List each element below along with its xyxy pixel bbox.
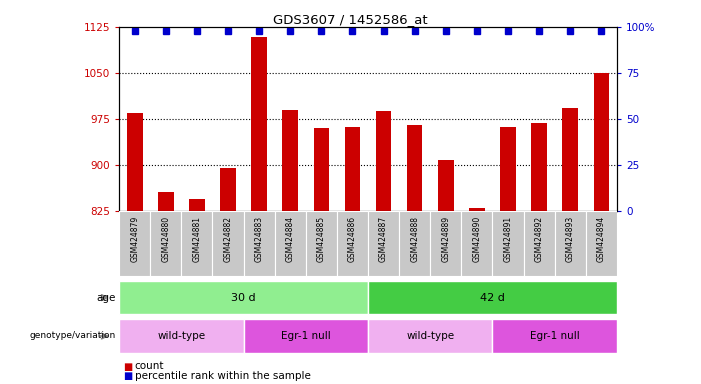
- Bar: [306, 211, 337, 276]
- Bar: [345, 127, 360, 211]
- Text: Egr-1 null: Egr-1 null: [530, 331, 580, 341]
- Bar: [407, 125, 423, 211]
- Bar: [562, 108, 578, 211]
- Text: GDS3607 / 1452586_at: GDS3607 / 1452586_at: [273, 13, 428, 26]
- Text: GSM424892: GSM424892: [535, 216, 543, 262]
- Bar: [212, 211, 244, 276]
- Text: GSM424893: GSM424893: [566, 216, 575, 262]
- Text: GSM424884: GSM424884: [286, 216, 294, 262]
- Text: GSM424883: GSM424883: [254, 216, 264, 262]
- Bar: [220, 168, 236, 211]
- Text: ■: ■: [123, 371, 132, 381]
- Bar: [399, 211, 430, 276]
- Bar: [337, 211, 368, 276]
- Text: ■: ■: [123, 362, 132, 372]
- Bar: [313, 128, 329, 211]
- Text: GSM424894: GSM424894: [597, 216, 606, 262]
- Bar: [189, 199, 205, 211]
- Bar: [158, 192, 174, 211]
- Text: GSM424879: GSM424879: [130, 216, 139, 262]
- Text: wild-type: wild-type: [157, 331, 205, 341]
- Bar: [594, 73, 609, 211]
- Bar: [469, 208, 484, 211]
- Text: 42 d: 42 d: [480, 293, 505, 303]
- Text: GSM424881: GSM424881: [193, 216, 201, 262]
- Text: GSM424889: GSM424889: [442, 216, 450, 262]
- Text: wild-type: wild-type: [406, 331, 454, 341]
- Bar: [182, 211, 212, 276]
- Text: age: age: [96, 293, 116, 303]
- Bar: [119, 281, 368, 314]
- Text: count: count: [135, 361, 164, 371]
- Bar: [368, 319, 492, 353]
- Bar: [283, 110, 298, 211]
- Text: 30 d: 30 d: [231, 293, 256, 303]
- Text: Egr-1 null: Egr-1 null: [281, 331, 331, 341]
- Bar: [119, 319, 244, 353]
- Bar: [150, 211, 182, 276]
- Bar: [252, 37, 267, 211]
- Bar: [127, 113, 142, 211]
- Bar: [531, 123, 547, 211]
- Bar: [368, 281, 617, 314]
- Bar: [275, 211, 306, 276]
- Text: GSM424882: GSM424882: [224, 216, 233, 262]
- Text: GSM424886: GSM424886: [348, 216, 357, 262]
- Text: percentile rank within the sample: percentile rank within the sample: [135, 371, 311, 381]
- Bar: [368, 211, 399, 276]
- Text: GSM424887: GSM424887: [379, 216, 388, 262]
- Bar: [244, 319, 368, 353]
- Text: GSM424890: GSM424890: [472, 216, 482, 262]
- Text: GSM424885: GSM424885: [317, 216, 326, 262]
- Bar: [376, 111, 391, 211]
- Text: genotype/variation: genotype/variation: [29, 331, 116, 341]
- Bar: [119, 211, 150, 276]
- Bar: [524, 211, 554, 276]
- Bar: [554, 211, 586, 276]
- Bar: [461, 211, 492, 276]
- Bar: [430, 211, 461, 276]
- Bar: [501, 127, 516, 211]
- Bar: [586, 211, 617, 276]
- Text: GSM424880: GSM424880: [161, 216, 170, 262]
- Bar: [492, 319, 617, 353]
- Bar: [492, 211, 524, 276]
- Text: GSM424891: GSM424891: [503, 216, 512, 262]
- Bar: [438, 160, 454, 211]
- Bar: [244, 211, 275, 276]
- Text: GSM424888: GSM424888: [410, 216, 419, 262]
